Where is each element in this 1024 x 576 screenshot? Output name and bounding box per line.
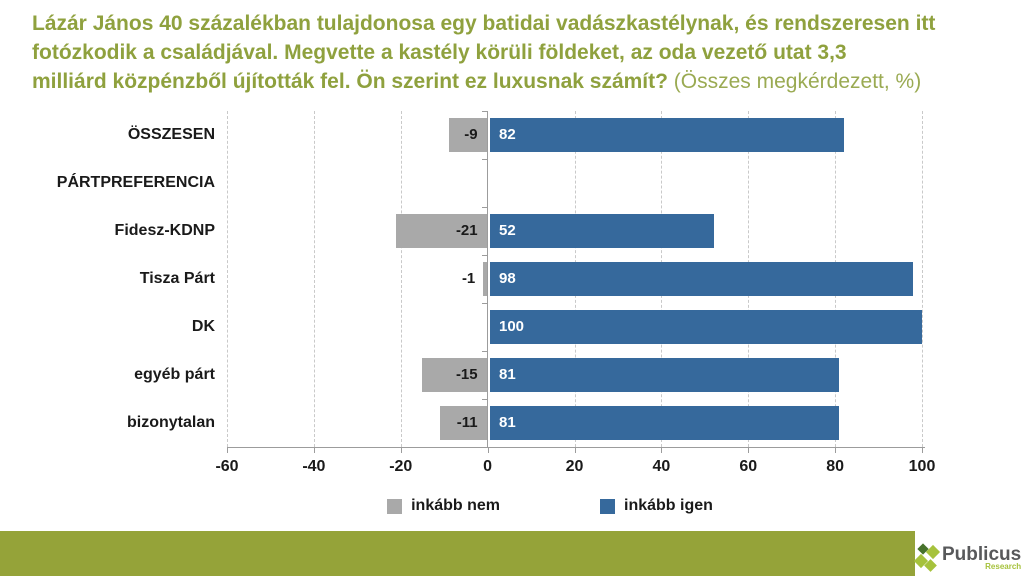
x-axis-tick <box>487 447 489 453</box>
title-line-2: fotózkodik a családjával. Megvette a kas… <box>32 41 847 64</box>
bar-inkabb-nem <box>448 118 487 152</box>
publicus-logo-text: Publicus Research <box>942 545 1021 571</box>
bar-value-positive: 52 <box>499 222 516 239</box>
brand-name: Publicus <box>942 543 1022 565</box>
zero-axis-tick <box>482 111 488 112</box>
bar-value-positive: 81 <box>499 366 516 383</box>
zero-axis-tick <box>482 159 488 160</box>
category-label: Tisza Párt <box>139 270 215 287</box>
gridline <box>313 111 315 447</box>
bar-value-negative: -21 <box>455 222 478 239</box>
x-axis-tick-label: -40 <box>302 458 326 475</box>
legend-label: inkább nem <box>411 497 500 514</box>
x-axis-tick-label: 20 <box>565 458 584 475</box>
bar-inkabb-igen <box>490 214 714 248</box>
zero-axis-tick <box>482 207 488 208</box>
zero-axis-tick <box>482 255 488 256</box>
x-axis-tick-label: 80 <box>826 458 845 475</box>
zero-axis-tick <box>482 303 488 304</box>
legend-swatch <box>600 498 615 514</box>
bar-inkabb-nem <box>396 214 487 248</box>
bar-value-positive: 82 <box>499 126 516 143</box>
category-label: PÁRTPREFERENCIA <box>56 174 215 191</box>
bar-value-negative: -9 <box>464 126 478 143</box>
category-label: bizonytalan <box>126 414 215 431</box>
brand-subtitle: Research <box>985 561 1022 571</box>
bar-inkabb-nem <box>439 406 487 440</box>
x-axis-tick-label: -60 <box>215 458 239 475</box>
bar-inkabb-igen <box>490 358 840 392</box>
publicus-diamonds-icon <box>913 543 941 572</box>
bar-inkabb-igen <box>490 118 844 152</box>
category-label: Fidesz-KDNP <box>114 222 215 239</box>
x-axis-tick <box>574 447 576 453</box>
bar-value-negative: -15 <box>455 366 478 383</box>
x-axis-tick-label: 0 <box>483 458 493 475</box>
category-label: egyéb párt <box>134 366 215 383</box>
title-line-3: milliárd közpénzből újították fel. Ön sz… <box>32 70 922 93</box>
bar-value-positive: 81 <box>499 414 516 431</box>
legend-item: inkább igen <box>600 497 713 515</box>
x-axis-tick <box>922 447 923 453</box>
x-axis-tick-label: 40 <box>652 458 671 475</box>
footer-accent-bar <box>0 531 915 576</box>
x-axis-tick <box>227 447 228 453</box>
x-axis-tick <box>661 447 663 453</box>
chart-title: Lázár János 40 százalékban tulajdonosa e… <box>32 9 1007 96</box>
bar-value-positive: 98 <box>499 270 516 287</box>
bar-value-positive: 100 <box>499 318 525 335</box>
zero-axis-tick <box>482 351 488 352</box>
x-axis-line <box>227 447 925 448</box>
bar-inkabb-igen <box>490 310 922 344</box>
zero-axis-tick <box>482 447 488 448</box>
title-suffix: (Összes megkérdezett, %) <box>667 70 922 93</box>
category-label: ÖSSZESEN <box>127 126 215 143</box>
x-axis-tick-label: -20 <box>389 458 413 475</box>
title-line-1: Lázár János 40 százalékban tulajdonosa e… <box>32 12 936 35</box>
legend-label: inkább igen <box>624 497 713 514</box>
x-axis-tick-label: 100 <box>908 458 936 475</box>
bar-inkabb-nem <box>422 358 487 392</box>
x-axis-tick <box>835 447 837 453</box>
legend-item: inkább nem <box>387 497 500 515</box>
legend-swatch <box>387 498 403 514</box>
bar-inkabb-igen <box>490 262 914 296</box>
x-axis-tick-label: 60 <box>739 458 758 475</box>
gridline <box>227 111 228 447</box>
gridline <box>922 111 923 447</box>
zero-axis-line <box>487 111 488 447</box>
publicus-logo: Publicus Research <box>913 543 1021 572</box>
x-axis-tick <box>400 447 402 453</box>
gridline <box>400 111 402 447</box>
x-axis-tick <box>313 447 315 453</box>
bar-value-negative: -11 <box>456 414 478 431</box>
x-axis-tick <box>748 447 750 453</box>
category-label: DK <box>191 318 215 335</box>
zero-axis-tick <box>482 399 488 400</box>
chart-legend: inkább nem inkább igen <box>200 494 900 518</box>
bar-inkabb-nem <box>483 262 487 296</box>
bar-value-negative: -1 <box>461 270 476 287</box>
bar-inkabb-igen <box>490 406 840 440</box>
